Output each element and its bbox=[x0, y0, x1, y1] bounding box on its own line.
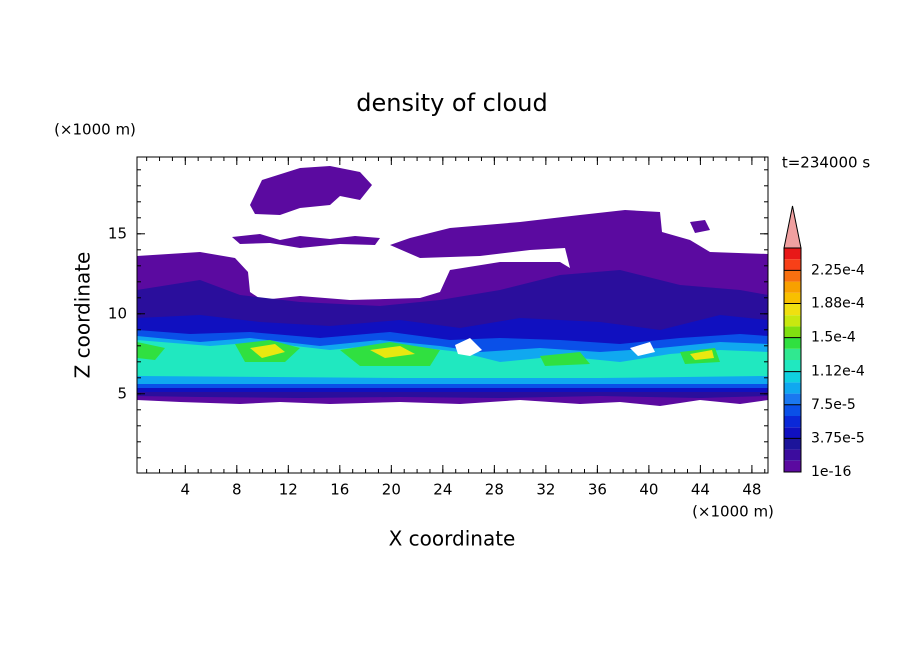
colorbar-band bbox=[784, 427, 801, 439]
contour-field bbox=[137, 166, 768, 406]
x-tick-label: 36 bbox=[588, 481, 607, 499]
contour-region bbox=[690, 220, 710, 233]
colorbar-band bbox=[784, 360, 801, 372]
x-tick-label: 4 bbox=[181, 481, 191, 499]
x-tick-label: 12 bbox=[279, 481, 298, 499]
x-tick-label: 32 bbox=[536, 481, 555, 499]
colorbar-band bbox=[784, 382, 801, 394]
colorbar-band bbox=[784, 438, 801, 450]
colorbar-band bbox=[784, 371, 801, 383]
colorbar-band bbox=[784, 270, 801, 282]
colorbar-band bbox=[784, 326, 801, 338]
x-tick-label: 8 bbox=[232, 481, 242, 499]
colorbar-band bbox=[784, 259, 801, 271]
contour-region bbox=[137, 340, 720, 366]
x-axis-label: X coordinate bbox=[389, 527, 516, 551]
colorbar-tick-label: 7.5e-5 bbox=[811, 397, 856, 413]
colorbar-extend bbox=[783, 205, 802, 249]
chart-title: density of cloud bbox=[356, 89, 547, 117]
colorbar-band bbox=[784, 292, 801, 304]
colorbar-tick-label: 1.88e-4 bbox=[811, 296, 865, 312]
colorbar-band bbox=[784, 348, 801, 360]
x-tick-label: 28 bbox=[485, 481, 504, 499]
colorbar-tick-label: 1.12e-4 bbox=[811, 364, 865, 380]
x-tick-label: 48 bbox=[742, 481, 761, 499]
plot-frame bbox=[136, 156, 769, 474]
colorbar-band bbox=[784, 281, 801, 293]
colorbar-band bbox=[784, 449, 801, 461]
colorbar-band bbox=[784, 404, 801, 416]
colorbar-tick-label: 1.5e-4 bbox=[811, 330, 856, 346]
colorbar-band bbox=[784, 460, 801, 472]
colorbar-band bbox=[784, 416, 801, 428]
colorbar-band bbox=[784, 248, 801, 260]
contour-region bbox=[232, 234, 380, 248]
y-tick-label: 5 bbox=[117, 384, 127, 402]
x-tick-label: 24 bbox=[433, 481, 452, 499]
colorbar-band bbox=[784, 393, 801, 405]
colorbar-tick-label: 1e-16 bbox=[811, 464, 851, 480]
y-axis-label: Z coordinate bbox=[71, 252, 95, 379]
y-tick-label: 10 bbox=[108, 304, 127, 322]
annotation: t=234000 s bbox=[782, 154, 870, 172]
y-tick-label: 15 bbox=[108, 224, 127, 242]
x-unit: (×1000 m) bbox=[692, 503, 774, 521]
colorbar-band bbox=[784, 337, 801, 349]
x-tick-label: 44 bbox=[691, 481, 710, 499]
x-tick-label: 16 bbox=[330, 481, 349, 499]
contour-region bbox=[250, 166, 372, 215]
colorbar-tick-label: 3.75e-5 bbox=[811, 430, 865, 446]
y-unit: (×1000 m) bbox=[54, 121, 136, 139]
colorbar-band bbox=[784, 304, 801, 316]
x-tick-label: 40 bbox=[639, 481, 658, 499]
x-tick-label: 20 bbox=[382, 481, 401, 499]
colorbar-tick-label: 2.25e-4 bbox=[811, 262, 865, 278]
colorbar-band bbox=[784, 315, 801, 327]
